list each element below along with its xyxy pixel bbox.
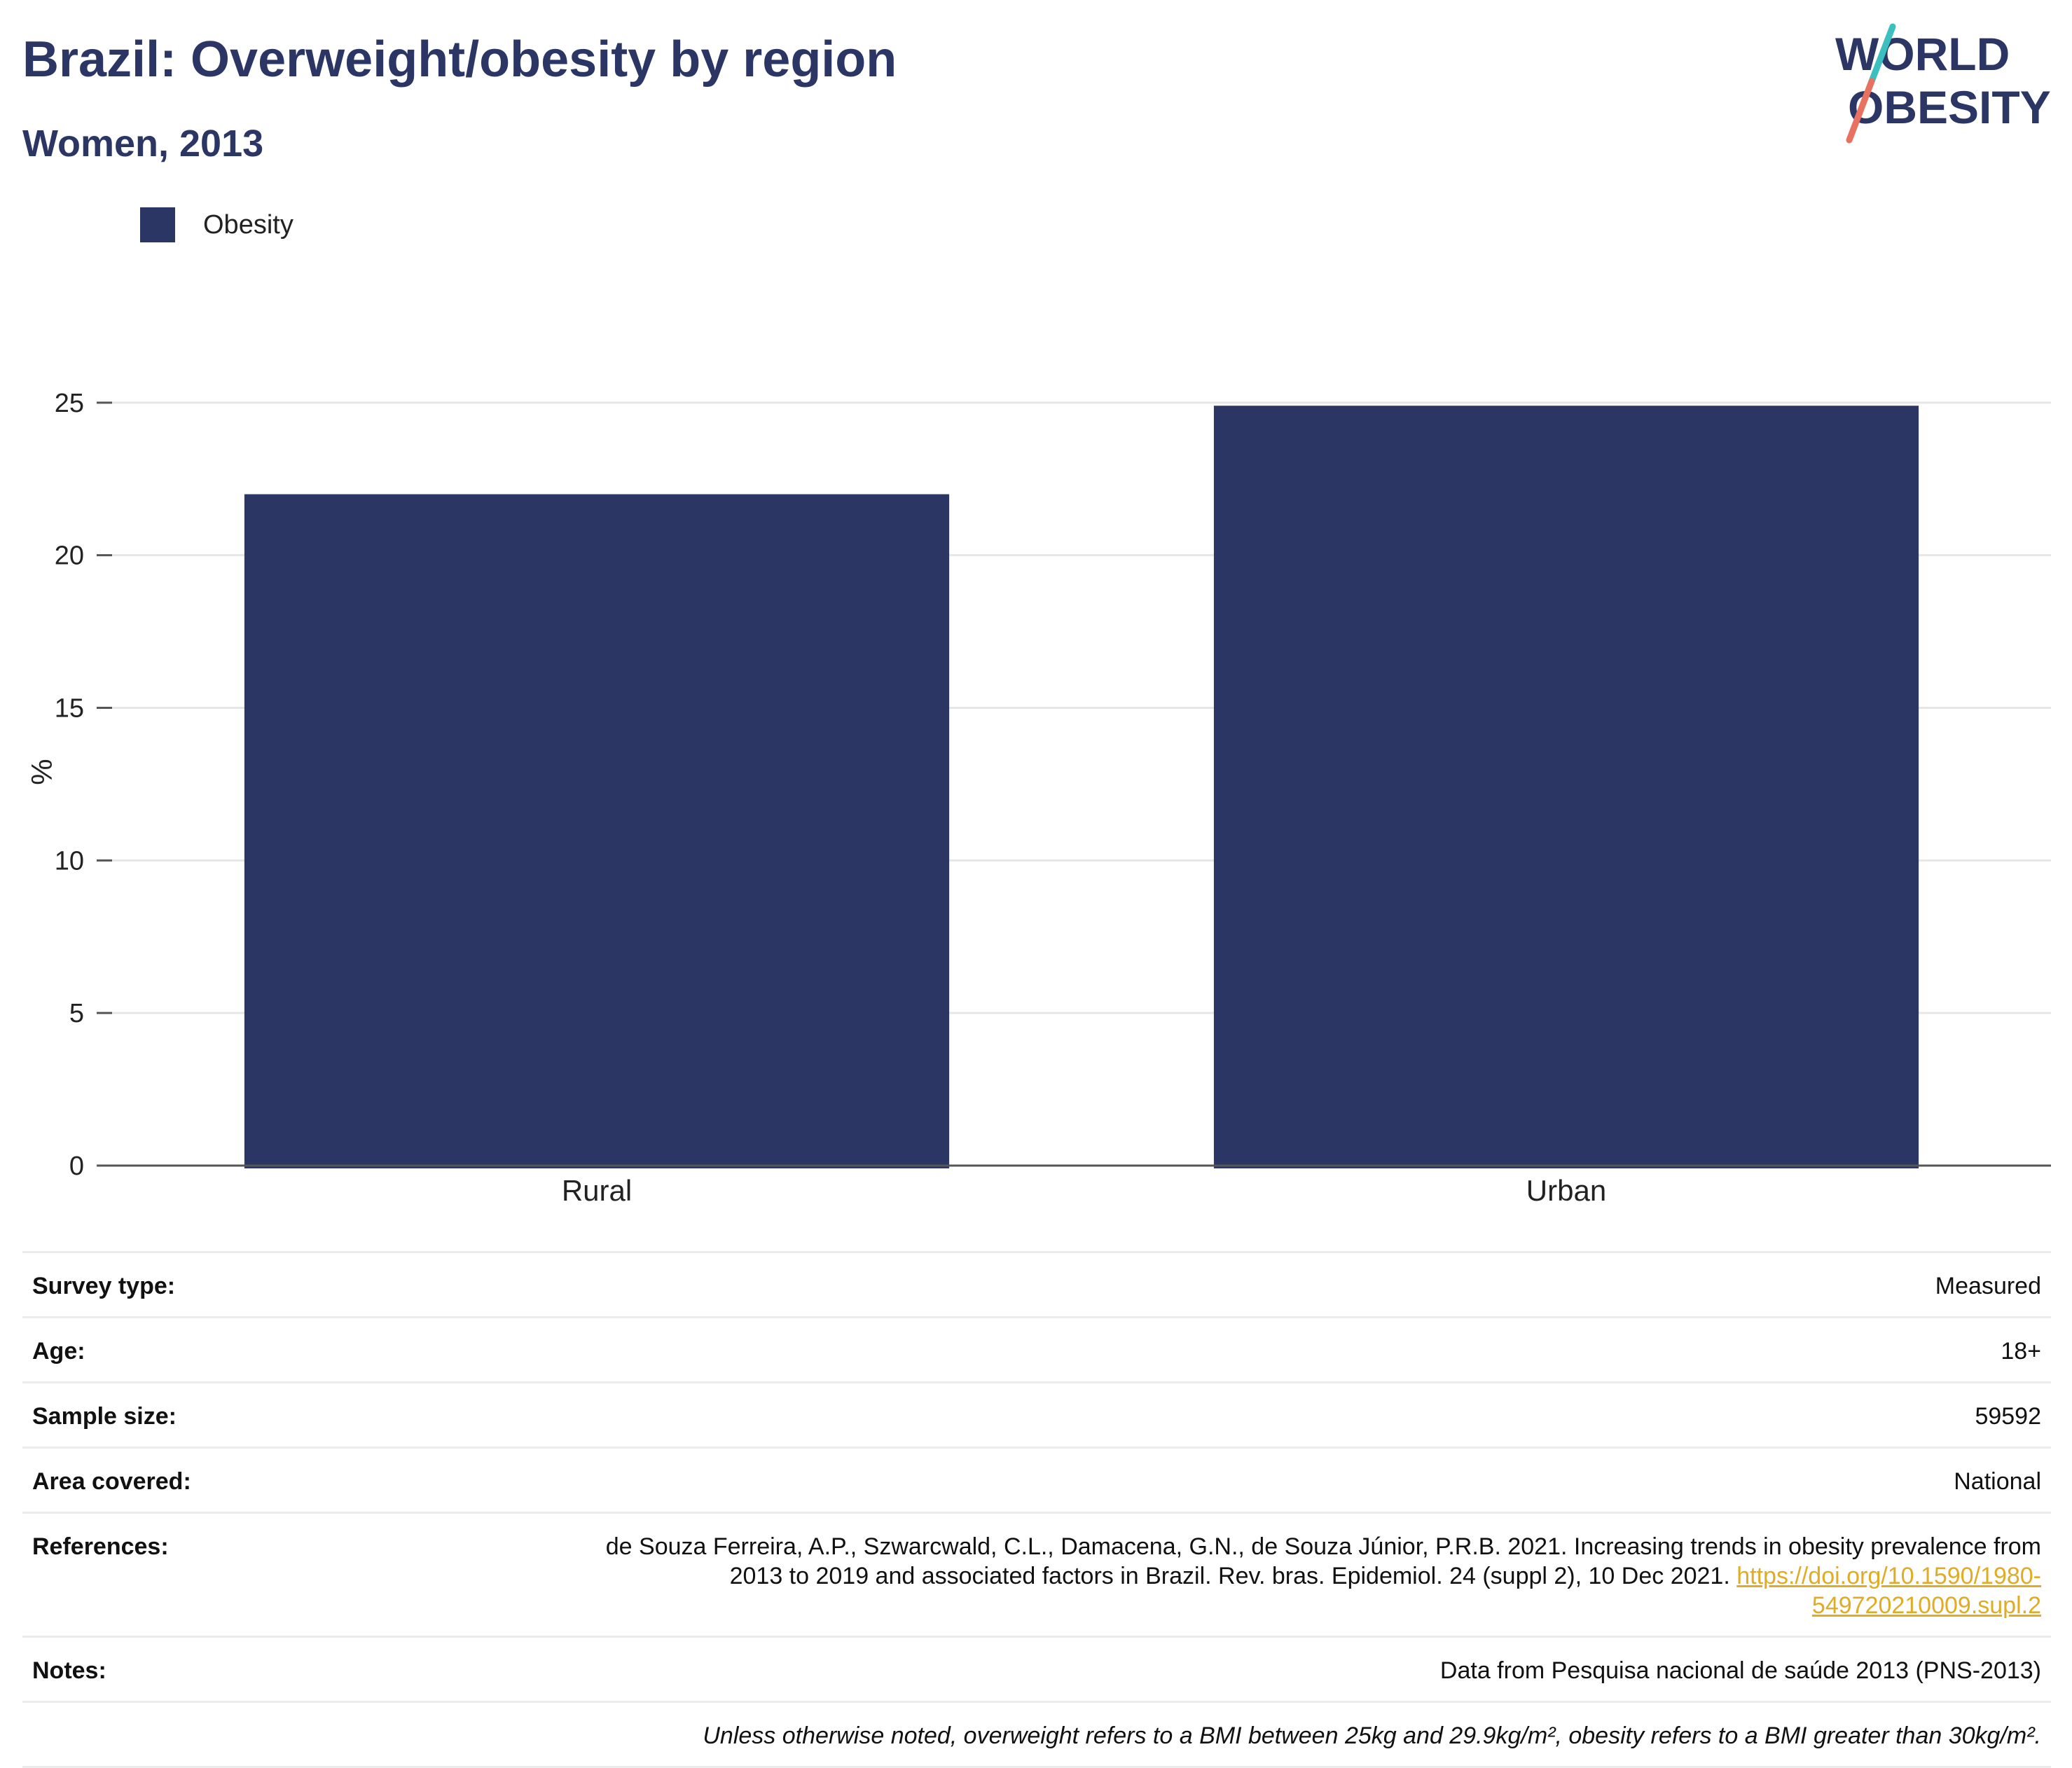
row-footnote: Unless otherwise noted, overweight refer… [22, 1701, 2051, 1768]
row-age: Age: 18+ [22, 1316, 2051, 1381]
bar-chart: 0 5 10 15 20 25 Rural Urban % [25, 389, 2051, 1207]
row-area-covered: Area covered: National [22, 1446, 2051, 1512]
survey-info-table: Survey type: Measured Age: 18+ Sample si… [22, 1251, 2051, 1768]
x-category-label: Urban [1526, 1174, 1606, 1207]
world-obesity-logo: WORLD OBESITY [1835, 23, 2051, 144]
y-tick-label: 20 [55, 541, 84, 571]
y-tick-label: 15 [55, 694, 84, 724]
bar-rural [244, 494, 950, 1168]
y-tick-label: 0 [69, 1152, 84, 1181]
area-covered-value: National [1954, 1468, 2041, 1495]
age-label: Age: [32, 1338, 85, 1365]
bar-urban [1213, 406, 1919, 1169]
chart-legend: Obesity [140, 207, 293, 242]
notes-value: Data from Pesquisa nacional de saúde 201… [1439, 1657, 2041, 1684]
chart-subtitle: Women, 2013 [22, 123, 264, 165]
references-text: de Souza Ferreira, A.P., Szwarcwald, C.L… [605, 1533, 2041, 1589]
row-survey-type: Survey type: Measured [22, 1251, 2051, 1316]
survey-type-value: Measured [1935, 1273, 2041, 1299]
area-covered-label: Area covered: [32, 1468, 191, 1495]
age-value: 18+ [2001, 1338, 2041, 1365]
logo-slash-coral [1846, 78, 1875, 144]
y-axis-ticks: 0 5 10 15 20 25 [55, 389, 112, 1181]
legend-swatch-obesity [140, 207, 175, 242]
y-tick-label: 25 [55, 389, 84, 418]
chart-title: Brazil: Overweight/obesity by region [22, 32, 897, 88]
x-axis-categories: Rural Urban [562, 1174, 1606, 1207]
references-doi-link[interactable]: https://doi.org/10.1590/1980-54972021000… [1736, 1563, 2041, 1619]
y-tick-label: 10 [55, 846, 84, 876]
row-references: References: de Souza Ferreira, A.P., Szw… [22, 1512, 2051, 1636]
sample-size-value: 59592 [1975, 1403, 2041, 1430]
row-sample-size: Sample size: 59592 [22, 1381, 2051, 1446]
logo-slash-teal [1868, 23, 1896, 85]
x-category-label: Rural [562, 1174, 632, 1207]
legend-label-obesity: Obesity [203, 209, 293, 240]
bmi-footnote: Unless otherwise noted, overweight refer… [703, 1722, 2041, 1749]
references-label: References: [32, 1533, 169, 1560]
y-axis-label: % [25, 759, 58, 785]
row-notes: Notes: Data from Pesquisa nacional de sa… [22, 1636, 2051, 1701]
logo-line1: WORLD [1835, 28, 2010, 80]
logo-line2: OBESITY [1848, 81, 2051, 133]
notes-label: Notes: [32, 1657, 106, 1684]
sample-size-label: Sample size: [32, 1403, 177, 1430]
y-tick-label: 5 [69, 999, 84, 1028]
survey-type-label: Survey type: [32, 1273, 176, 1299]
bars [244, 406, 1919, 1169]
references-value: de Souza Ferreira, A.P., Szwarcwald, C.L… [556, 1532, 2041, 1620]
